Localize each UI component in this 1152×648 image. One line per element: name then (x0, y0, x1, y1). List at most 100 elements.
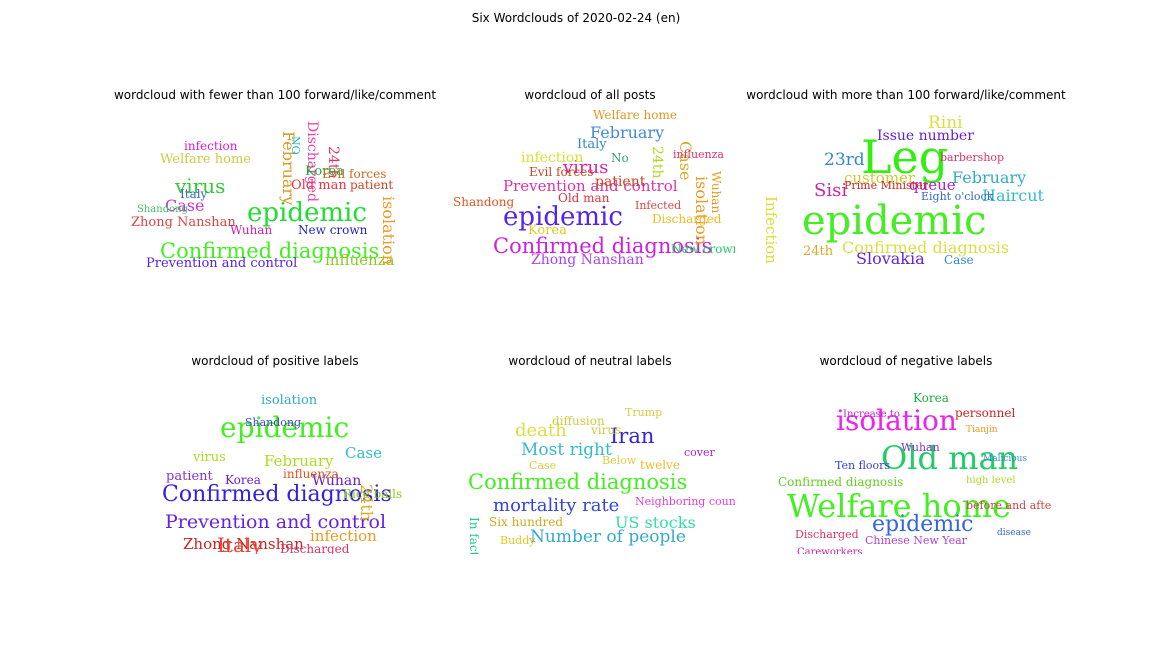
cloud-word: queue (909, 176, 956, 194)
wordcloud-panel: wordcloud of negative labels Welfare home… (761, 354, 1051, 554)
cloud-word: Buddy (500, 534, 536, 547)
cloud-word: epidemic (247, 198, 367, 228)
cloud-word: Zhong Nanshan (531, 252, 644, 268)
panel-title: wordcloud with more than 100 forward/lik… (746, 88, 1066, 102)
cloud-word: high level (966, 475, 1016, 486)
cloud-word: Confirmed diagnosis (162, 482, 392, 507)
cloud-word: Confirmed diagnosis (842, 238, 1010, 257)
cloud-word: Old man (881, 439, 1019, 477)
cloud-word: Welfare home (160, 152, 251, 167)
cloud-word: epidemic (220, 411, 350, 444)
cloud-word: Eight o'clock (921, 190, 994, 203)
cloud-word: Tianjin (966, 425, 998, 435)
cloud-word: diffusion (552, 414, 605, 428)
cloud-word: Most right (521, 440, 612, 460)
cloud-word: isolation (836, 404, 957, 437)
cloud-word: 24th (357, 484, 376, 522)
wordcloud-panel: wordcloud of positive labels Confirmed di… (130, 354, 420, 554)
cloud-word: Confirmed diagnosis (160, 239, 380, 263)
cloud-word: barbershop (940, 151, 1005, 164)
cloud-word: cover (684, 446, 715, 459)
figure-title: Six Wordclouds of 2020-02-24 (en) (471, 11, 681, 25)
cloud-word: Haircut (982, 186, 1044, 205)
cloud-word: Prevention and control (165, 511, 387, 533)
cloud-word: Confirmed diagnosis (493, 234, 713, 258)
cloud-word: disease (997, 528, 1031, 538)
cloud-word: Below (602, 454, 637, 467)
cloud-word: isolation (379, 196, 398, 266)
cloud-word: Case (165, 196, 205, 215)
panel-title: wordcloud with fewer than 100 forward/li… (113, 88, 437, 102)
cloud-word: virus (563, 157, 609, 178)
cloud-word: virus (591, 423, 622, 437)
cloud-word: February (952, 168, 1027, 187)
wordcloud-panel: wordcloud with fewer than 100 forward/li… (114, 88, 436, 288)
cloud-word: Ten floors (835, 459, 891, 472)
cloud-word: Confirmed diagnosis (778, 475, 904, 489)
wordcloud-panel: wordcloud of neutral labels Confirmed dia… (445, 354, 735, 554)
cloud-word: virus (193, 450, 226, 465)
cloud-word: Welfare home (593, 108, 677, 122)
cloud-word: isolation (692, 176, 711, 246)
cloud-word: patient (166, 469, 213, 484)
cloud-word: NO (289, 136, 302, 155)
cloud-word: Prime Minister (844, 179, 928, 192)
cloud-word: New crown (671, 242, 735, 256)
cloud-word: infection (521, 150, 584, 166)
cloud-word: Infected (635, 199, 682, 212)
cloud-word: Confirmed diagnosis (468, 470, 688, 494)
cloud-word: Case (676, 141, 695, 181)
wordcloud: Confirmed diagnosis Prevention and contro… (130, 372, 420, 554)
cloud-word: Iran (610, 424, 655, 448)
cloud-word: Zhong Nanshan (183, 535, 304, 553)
wordcloud: Confirmed diagnosis epidemic Prevention an… (445, 106, 735, 288)
cloud-word: Wuhan (901, 441, 940, 454)
cloud-word: Six hundred (489, 515, 564, 529)
cloud-word: Infection (762, 196, 780, 264)
cloud-word: Prevention and control (503, 177, 678, 195)
cloud-word: Korea (305, 164, 344, 179)
panel-title: wordcloud of all posts (524, 88, 656, 102)
cloud-word: Malicious (983, 454, 1028, 464)
cloud-word: Shandong (453, 195, 515, 209)
cloud-word: Discharged (280, 542, 350, 554)
cloud-word: Case (529, 459, 557, 472)
cloud-word: 24th (803, 244, 834, 259)
cloud-word: Shandong (137, 204, 188, 215)
cloud-word: Chinese New Year (865, 534, 967, 547)
cloud-word: patient (350, 178, 394, 192)
cloud-word: patient (595, 174, 646, 190)
cloud-word: infection (184, 139, 238, 153)
wordcloud-panel: wordcloud with more than 100 forward/lik… (746, 88, 1065, 288)
cloud-word: Sisi (814, 180, 848, 201)
cloud-word: February (590, 123, 665, 142)
cloud-word: Old man (558, 191, 610, 205)
wordcloud: epidemic Leg Confirmed diagnosis Rini Issue … (761, 106, 1051, 288)
wordcloud: Welfare home Old man isolation epidemic Conf… (761, 372, 1051, 554)
cloud-word: customer (844, 169, 916, 187)
cloud-word: Discharged (304, 121, 320, 202)
cloud-word: influenza (283, 467, 339, 481)
cloud-word: Rini (928, 113, 963, 133)
cloud-word: virus (175, 174, 226, 198)
cloud-word: US stocks (615, 513, 696, 532)
cloud-word: Issue number (877, 128, 974, 144)
wordcloud: Confirmed diagnosis epidemic virus Welfare … (130, 106, 420, 288)
cloud-word: Prevention and control (146, 256, 298, 271)
cloud-word: Welfare home (787, 487, 1011, 525)
cloud-word: twelve (640, 458, 680, 472)
panel-title: wordcloud of positive labels (191, 354, 359, 368)
cloud-word: Increase to (843, 409, 900, 420)
cloud-word: Case (944, 253, 974, 267)
cloud-word: Zhong Nanshan (131, 215, 236, 230)
cloud-word: Wuhan (230, 223, 273, 237)
cloud-word: personnel (955, 406, 1016, 420)
cloud-word: Evil forces (529, 165, 594, 179)
cloud-word: influenza (325, 251, 395, 269)
cloud-word: Italy (217, 533, 263, 554)
cloud-word: Italy (577, 137, 607, 152)
cloud-word: influenza (673, 148, 724, 161)
cloud-word: Case (345, 444, 382, 462)
cloud-word: Trump (625, 406, 663, 419)
cloud-word: Wuhan (312, 473, 362, 489)
